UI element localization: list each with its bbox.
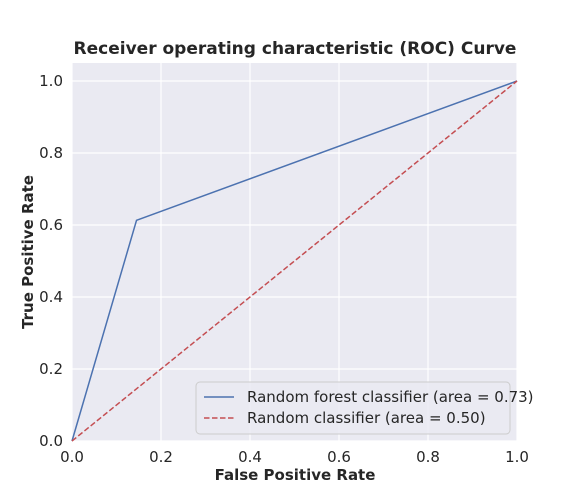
- x-tick-label: 0.6: [327, 448, 351, 466]
- plot-area: [72, 63, 517, 441]
- x-tick-label: 0.8: [416, 448, 440, 466]
- grid-lines: [71, 63, 518, 442]
- series-lines: [71, 80, 518, 442]
- chart-title: Receiver operating characteristic (ROC) …: [74, 39, 517, 59]
- x-tick-label: 0.0: [60, 448, 84, 466]
- y-tick-label: 0.6: [39, 216, 63, 234]
- y-tick-label: 0.4: [39, 288, 63, 306]
- legend-label-0: Random forest classifier (area = 0.73): [247, 388, 534, 406]
- legend-box: [195, 381, 511, 435]
- series-line-1: [71, 80, 518, 442]
- x-axis-label: False Positive Rate: [215, 466, 376, 484]
- y-axis-ticks: 0.0 0.2 0.4 0.6 0.8 1.0: [39, 72, 63, 450]
- x-tick-label: 0.2: [149, 448, 173, 466]
- legend-label-1: Random classifier (area = 0.50): [247, 409, 486, 427]
- x-tick-label: 1.0: [505, 448, 529, 466]
- y-tick-label: 0.0: [39, 432, 63, 450]
- y-axis-label: True Positive Rate: [19, 175, 37, 329]
- y-tick-label: 0.8: [39, 144, 63, 162]
- y-tick-label: 0.2: [39, 360, 63, 378]
- x-axis-ticks: 0.0 0.2 0.4 0.6 0.8 1.0: [60, 448, 529, 466]
- y-tick-label: 1.0: [39, 72, 63, 90]
- x-tick-label: 0.4: [238, 448, 262, 466]
- legend: Random forest classifier (area = 0.73) Ra…: [195, 381, 534, 435]
- series-line-0: [71, 80, 518, 442]
